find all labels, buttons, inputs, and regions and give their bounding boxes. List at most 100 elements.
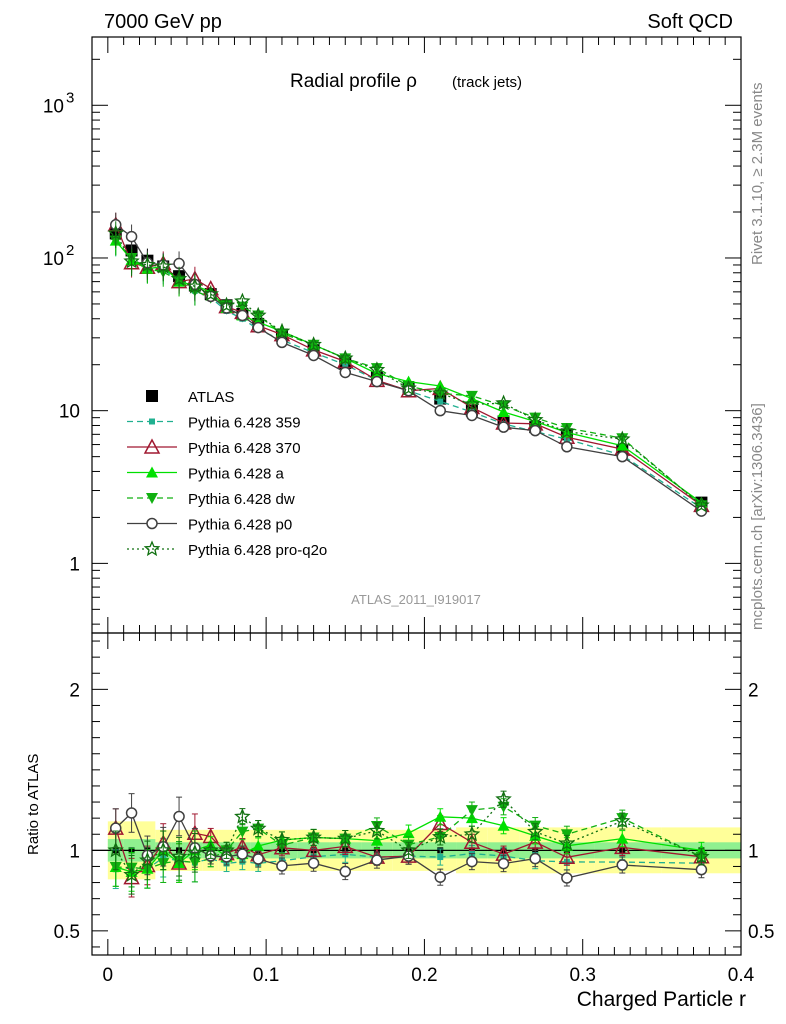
rivet-label: Rivet 3.1.10, ≥ 2.3M events: [749, 83, 766, 266]
data-point: [218, 841, 235, 858]
data-point: [432, 384, 449, 401]
legend-marker: [143, 438, 161, 454]
legend-entry: Pythia 6.428 359: [127, 415, 301, 432]
data-point: [339, 366, 352, 379]
legend-label: Pythia 6.428 370: [188, 440, 301, 457]
ratio-line: [115, 816, 702, 873]
x-tick-label: 0.4: [728, 965, 755, 986]
legend-marker: [146, 493, 158, 504]
data-point: [466, 855, 478, 868]
y-tick-label: 10: [43, 249, 64, 270]
data-point: [125, 807, 138, 819]
data-point: [437, 398, 444, 405]
data-point: [307, 857, 320, 869]
data-point: [466, 409, 478, 422]
legend-entry: Pythia 6.428 370: [127, 438, 301, 457]
data-point: [170, 847, 188, 864]
data-point: [616, 859, 629, 871]
y-tick-label: 2: [69, 680, 80, 701]
legend-marker: [146, 517, 158, 530]
data-point: [234, 292, 251, 309]
data-point: [693, 848, 710, 864]
legend-marker: [149, 418, 155, 425]
data-point: [173, 810, 185, 823]
data-point: [616, 439, 629, 451]
y-tick-label: 10: [43, 96, 64, 117]
ratio-panel-frame: [91, 632, 742, 956]
data-point: [465, 805, 478, 817]
legend-label: Pythia 6.428 pro-q2o: [188, 542, 327, 559]
data-point: [434, 871, 446, 883]
data-point: [339, 865, 352, 878]
data-point: [186, 277, 204, 294]
y-tick-label: 1: [69, 554, 80, 575]
ratio-panel: 0.5 0.51 12 2 0 0.1 0.2 0.3 0.4 Ratio to ATLAS …: [25, 632, 774, 1011]
data-point: [305, 828, 322, 845]
y-tick-label: 10: [59, 402, 80, 423]
data-point: [186, 844, 204, 860]
data-point: [155, 257, 172, 274]
data-point: [305, 336, 322, 352]
data-point: [497, 819, 510, 831]
data-point: [276, 860, 288, 872]
data-point: [123, 866, 140, 882]
data-point: [560, 829, 573, 841]
data-point: [273, 322, 291, 339]
legend-marker: [146, 466, 158, 478]
data-point: [107, 841, 125, 858]
data-point: [616, 450, 629, 463]
legend-label: Pythia 6.428 dw: [188, 491, 295, 508]
data-point: [155, 841, 172, 858]
data-point: [307, 349, 320, 362]
data-point: [236, 309, 249, 322]
header-right: Soft QCD: [647, 11, 733, 33]
data-point: [236, 826, 249, 838]
data-point: [529, 852, 541, 865]
legend: ATLAS Pythia 6.428 359 Pythia 6.428 370 Pyt…: [127, 389, 327, 559]
series-line: [115, 241, 702, 509]
data-point: [497, 857, 510, 870]
data-point: [402, 827, 415, 839]
data-point: [139, 851, 156, 868]
data-point: [236, 848, 249, 860]
data-point: [561, 441, 573, 453]
data-point: [614, 812, 631, 829]
data-point: [202, 285, 220, 302]
data-point: [107, 224, 125, 241]
data-point: [437, 854, 444, 861]
ratio-ylabel: Ratio to ATLAS: [25, 754, 42, 855]
x-tick-label: 0: [103, 965, 114, 986]
data-point: [616, 832, 629, 844]
x-tick-label: 0.3: [569, 965, 595, 986]
data-point: [400, 841, 417, 858]
data-point: [202, 841, 220, 858]
legend-entry: Pythia 6.428 a: [127, 466, 285, 483]
data-point: [125, 230, 138, 243]
data-point: [561, 872, 573, 884]
data-point: [218, 296, 235, 313]
x-tick-label: 0.2: [411, 965, 437, 986]
data-point: [252, 853, 264, 865]
data-point: [526, 833, 544, 849]
legend-entry: Pythia 6.428 dw: [127, 491, 295, 508]
ratio-line: [115, 806, 702, 870]
data-point: [558, 834, 576, 851]
watermark: ATLAS_2011_I919017: [351, 592, 481, 607]
mcplots-label: mcplots.cern.ch [arXiv:1306.3436]: [749, 403, 766, 630]
data-point: [139, 256, 156, 272]
x-axis-label: Charged Particle r: [577, 988, 746, 1011]
data-point: [463, 825, 481, 842]
legend-label: Pythia 6.428 p0: [188, 517, 292, 534]
chart-title: Radial profile ρ: [290, 71, 417, 92]
ratio-line: [115, 822, 702, 879]
data-point: [527, 411, 544, 427]
data-point: [463, 395, 481, 412]
data-point: [434, 404, 446, 417]
y-tick-label-exp: 3: [66, 89, 74, 106]
series-line: [115, 240, 702, 504]
legend-marker: [146, 390, 158, 402]
legend-label: ATLAS: [188, 389, 234, 406]
data-point: [614, 838, 631, 855]
